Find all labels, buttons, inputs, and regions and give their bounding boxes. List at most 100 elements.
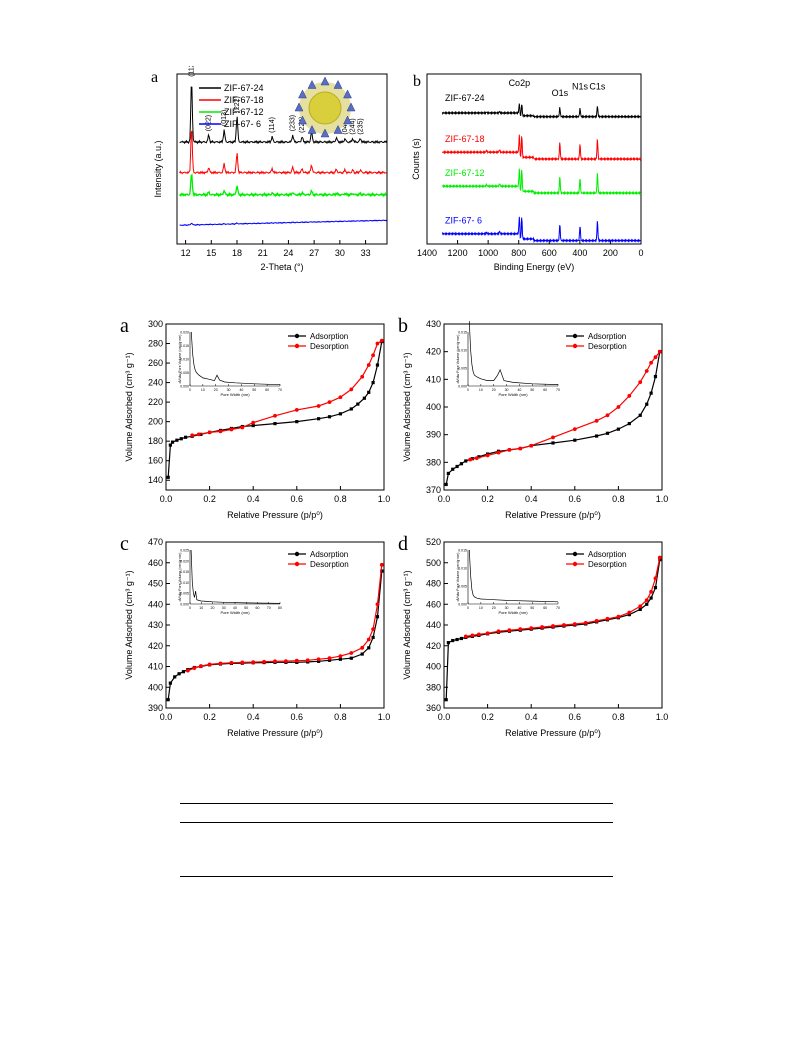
data-point bbox=[485, 631, 490, 636]
y-tick-label: 460 bbox=[148, 558, 163, 568]
inset-y-tick-label: 0.005 bbox=[458, 367, 467, 371]
data-point bbox=[572, 427, 577, 432]
inset-y-title: dV/dw Pore Volume (cm³/g·nm) bbox=[178, 553, 182, 602]
bet-panel-c: 0.0 0.2 0.4 0.6 0.8 1.0 390 400 410 420 430 440 450 4… bbox=[118, 530, 393, 742]
data-point bbox=[166, 475, 170, 479]
inset-y-tick-label: 0.020 bbox=[180, 331, 189, 335]
inset-y-title: dV/dw Pore Volume (cm³/g·nm) bbox=[178, 335, 182, 384]
data-point bbox=[594, 618, 599, 623]
x-axis-title: Binding Energy (eV) bbox=[494, 262, 575, 272]
data-point bbox=[251, 660, 256, 665]
tetrahedron bbox=[333, 124, 343, 134]
inset-curve bbox=[468, 549, 559, 603]
data-point bbox=[198, 664, 203, 668]
data-point bbox=[451, 638, 455, 643]
xps-panel: 1400 1200 1000 800 600 400 200 0 Binding Energy … bbox=[407, 66, 647, 278]
data-point bbox=[605, 413, 610, 418]
x-tick-label: 30 bbox=[335, 248, 345, 258]
isotherm-line bbox=[445, 351, 661, 485]
panel-letter: a bbox=[151, 69, 158, 86]
data-point bbox=[529, 626, 534, 631]
data-point bbox=[317, 659, 321, 663]
inset-x-tick-label: 30 bbox=[505, 606, 509, 610]
inset-x-tick-label: 40 bbox=[517, 388, 521, 392]
bet-chart-a: 0.0 0.2 0.4 0.6 0.8 1.01401601802002202402602… bbox=[120, 315, 390, 520]
data-point bbox=[476, 632, 481, 637]
data-point bbox=[371, 627, 375, 632]
data-point bbox=[459, 636, 464, 641]
inset-y-tick-label: 0.025 bbox=[180, 549, 189, 553]
data-point bbox=[273, 422, 277, 426]
data-point bbox=[366, 637, 371, 642]
data-point bbox=[627, 394, 632, 398]
legend-label: Adsorption bbox=[588, 332, 626, 341]
data-point bbox=[653, 355, 658, 360]
x-tick-label: 0.6 bbox=[569, 712, 582, 722]
data-point bbox=[367, 646, 371, 650]
data-point bbox=[305, 658, 310, 663]
data-point bbox=[207, 662, 212, 667]
data-point bbox=[273, 413, 277, 418]
data-point bbox=[175, 438, 179, 442]
data-point bbox=[459, 462, 464, 466]
data-point bbox=[185, 668, 190, 673]
x-axis-title: Relative Pressure (p/p⁰) bbox=[227, 728, 323, 738]
y-tick-label: 260 bbox=[148, 358, 163, 368]
data-point bbox=[451, 467, 455, 471]
x-tick-label: 0.2 bbox=[481, 712, 494, 722]
inset-x-tick-label: 0 bbox=[189, 606, 191, 610]
inset-x-title: Pore Width (nm) bbox=[498, 392, 528, 397]
data-point bbox=[317, 417, 321, 421]
x-tick-label: 0.8 bbox=[334, 494, 347, 504]
legend-label: ZIF-67-12 bbox=[224, 107, 264, 117]
data-point bbox=[168, 681, 172, 685]
y-tick-label: 370 bbox=[426, 485, 441, 495]
y-tick-label: 500 bbox=[426, 558, 441, 568]
data-point bbox=[616, 614, 621, 619]
cage-core bbox=[308, 91, 342, 125]
data-point bbox=[595, 434, 599, 438]
x-tick-label: 0.8 bbox=[612, 712, 625, 722]
x-tick-label: 600 bbox=[542, 248, 557, 258]
legend-marker bbox=[572, 343, 578, 349]
data-point bbox=[338, 395, 343, 400]
data-point bbox=[464, 459, 468, 463]
inset-x-tick-label: 40 bbox=[233, 606, 237, 610]
x-tick-label: 0.4 bbox=[525, 712, 538, 722]
isotherm-line bbox=[445, 559, 661, 700]
y-tick-label: 300 bbox=[148, 319, 163, 329]
inset-x-tick-label: 70 bbox=[556, 388, 560, 392]
x-tick-label: 1.0 bbox=[656, 494, 669, 504]
peak-label: (222) bbox=[234, 96, 241, 112]
y-tick-label: 440 bbox=[148, 599, 163, 609]
legend-marker bbox=[294, 561, 300, 567]
x-tick-label: 0.8 bbox=[334, 712, 347, 722]
data-point bbox=[627, 610, 632, 615]
bet-chart-c: 0.0 0.2 0.4 0.6 0.8 1.03904004104204304404504… bbox=[120, 533, 390, 738]
data-point bbox=[627, 422, 631, 426]
tetrahedron bbox=[294, 102, 304, 112]
panel-letter: b bbox=[398, 315, 408, 337]
peak-annotation: N1s bbox=[572, 81, 589, 91]
legend-label: ZIF-67-24 bbox=[224, 83, 264, 93]
data-point bbox=[251, 423, 255, 428]
inset-x-tick-label: 0 bbox=[467, 606, 469, 610]
data-point bbox=[316, 657, 321, 662]
data-point bbox=[360, 645, 365, 650]
inset-x-tick-label: 40 bbox=[517, 606, 521, 610]
data-point bbox=[349, 387, 354, 392]
data-point bbox=[518, 446, 523, 451]
legend-marker bbox=[572, 551, 578, 557]
x-tick-label: 1200 bbox=[448, 248, 468, 258]
data-point bbox=[184, 435, 188, 439]
peak-label: (233) bbox=[290, 115, 297, 131]
legend-label: Adsorption bbox=[588, 550, 626, 559]
plot-frame bbox=[176, 73, 388, 245]
table-top-rule bbox=[180, 803, 613, 804]
x-tick-label: 0.2 bbox=[481, 494, 494, 504]
legend-label: Desorption bbox=[588, 560, 627, 569]
inset-y-tick-label: 0.020 bbox=[180, 559, 189, 563]
data-point bbox=[327, 415, 332, 419]
y-tick-label: 480 bbox=[426, 579, 441, 589]
y-axis-title: Intensity (a.u.) bbox=[153, 140, 163, 197]
